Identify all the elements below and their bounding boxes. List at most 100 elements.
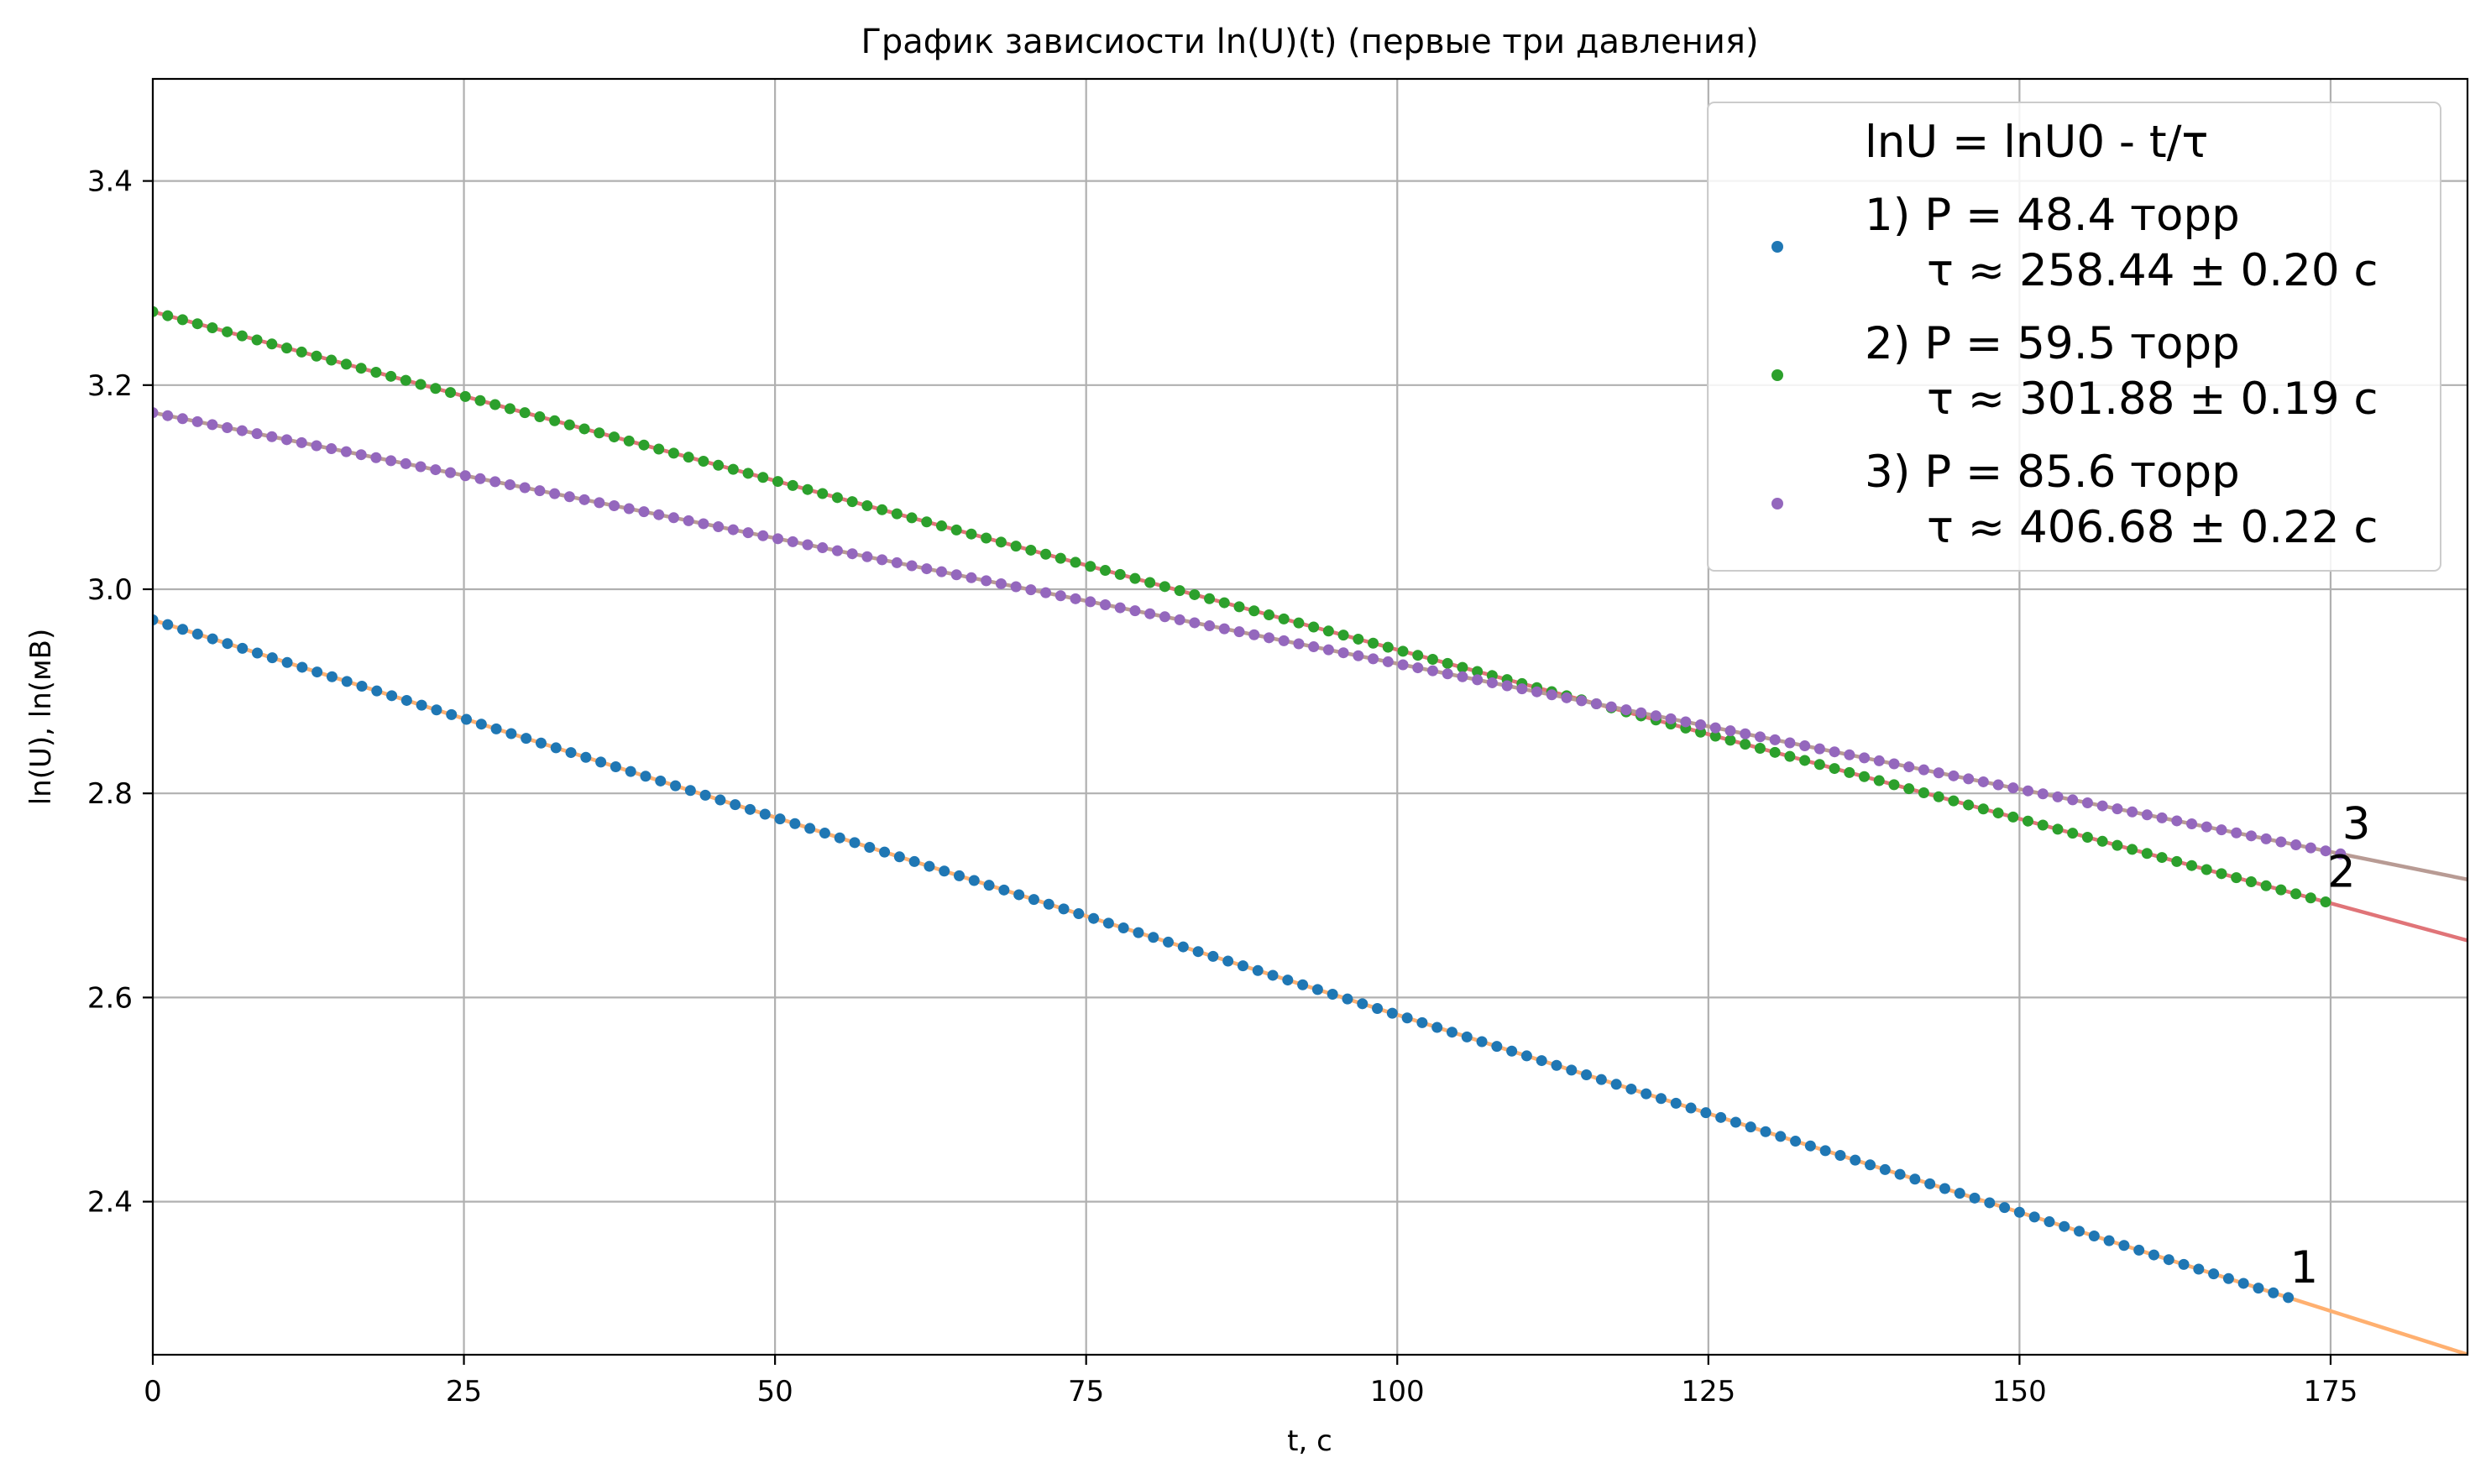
data-point-series-3 — [772, 533, 784, 545]
data-point-series-2 — [1397, 645, 1409, 657]
data-point-series-1 — [1655, 1093, 1667, 1105]
data-point-series-2 — [563, 419, 575, 431]
data-point-series-2 — [609, 431, 620, 443]
data-point-series-3 — [1531, 686, 1543, 698]
data-point-series-1 — [789, 818, 801, 829]
data-point-series-1 — [774, 813, 786, 825]
legend-marker-series-3 — [1771, 498, 1783, 509]
data-point-series-3 — [995, 577, 1007, 589]
data-point-series-1 — [1730, 1116, 1741, 1128]
data-point-series-1 — [1850, 1154, 1861, 1166]
data-point-series-3 — [1873, 755, 1885, 766]
data-point-series-3 — [2112, 803, 2123, 815]
data-point-series-3 — [1546, 689, 1557, 701]
data-point-series-2 — [1040, 548, 1052, 560]
x-tick-label: 0 — [144, 1375, 162, 1408]
data-point-series-1 — [744, 803, 756, 815]
data-point-series-2 — [1888, 779, 1900, 791]
data-point-series-3 — [891, 556, 903, 568]
y-tick-label: 3.2 — [87, 369, 133, 403]
data-point-series-2 — [2007, 811, 2019, 823]
data-point-series-2 — [445, 387, 457, 399]
data-point-series-3 — [2156, 812, 2168, 823]
data-point-series-2 — [802, 483, 814, 495]
data-point-series-3 — [1829, 746, 1840, 758]
legend-series-3-line2: τ ≈ 406.68 ± 0.22 c — [1927, 502, 2378, 553]
data-point-series-1 — [595, 756, 607, 768]
data-point-series-2 — [2096, 835, 2108, 847]
data-point-series-1 — [998, 884, 1010, 896]
data-point-series-2 — [757, 472, 769, 483]
data-point-series-2 — [638, 439, 650, 451]
data-point-series-3 — [1382, 656, 1394, 667]
data-point-series-2 — [981, 532, 992, 544]
data-point-series-1 — [490, 723, 502, 734]
data-point-series-1 — [1386, 1007, 1398, 1019]
data-point-series-2 — [176, 314, 188, 326]
data-point-series-1 — [1775, 1131, 1787, 1142]
x-tick-label: 50 — [756, 1375, 793, 1408]
data-point-series-2 — [667, 447, 679, 459]
data-point-series-2 — [2320, 896, 2331, 908]
data-point-series-2 — [281, 342, 293, 354]
data-point-series-2 — [1963, 799, 1975, 811]
data-point-series-2 — [519, 407, 531, 419]
data-point-series-3 — [1189, 617, 1201, 629]
data-point-series-3 — [489, 476, 501, 488]
legend-series-2-line2: τ ≈ 301.88 ± 0.19 c — [1927, 374, 2378, 425]
data-point-series-1 — [1939, 1183, 1950, 1194]
data-point-series-1 — [1865, 1159, 1876, 1171]
data-point-series-1 — [2268, 1287, 2279, 1298]
data-point-series-1 — [1237, 960, 1248, 972]
data-point-series-2 — [251, 334, 263, 346]
data-point-series-3 — [1293, 638, 1305, 650]
data-point-series-3 — [921, 563, 933, 575]
data-point-series-3 — [2305, 842, 2316, 854]
data-point-series-3 — [1085, 596, 1096, 608]
y-tick-label: 2.8 — [87, 777, 133, 811]
data-point-series-1 — [1834, 1149, 1846, 1161]
data-point-series-1 — [1073, 908, 1085, 920]
data-point-series-3 — [340, 446, 352, 457]
data-point-series-2 — [355, 363, 367, 374]
data-point-series-2 — [1353, 633, 1364, 645]
data-point-series-1 — [714, 794, 726, 806]
data-point-series-3 — [1650, 710, 1662, 722]
data-point-series-3 — [1740, 728, 1751, 739]
data-point-series-1 — [2044, 1216, 2055, 1228]
data-point-series-3 — [2335, 848, 2347, 860]
data-point-series-1 — [730, 799, 741, 811]
data-point-series-1 — [2074, 1225, 2085, 1237]
data-point-series-2 — [459, 390, 471, 402]
data-point-series-1 — [1581, 1069, 1593, 1081]
data-point-series-1 — [1446, 1027, 1457, 1038]
data-point-series-3 — [831, 545, 843, 556]
data-point-series-2 — [772, 476, 783, 488]
data-point-series-2 — [296, 346, 307, 358]
data-point-series-1 — [2088, 1230, 2100, 1241]
data-point-series-1 — [1461, 1031, 1473, 1042]
data-point-series-1 — [1342, 993, 1353, 1005]
data-point-series-2 — [1754, 743, 1766, 755]
data-point-series-2 — [236, 330, 248, 342]
data-point-series-3 — [2201, 821, 2212, 833]
data-point-series-3 — [1605, 701, 1617, 713]
data-point-series-1 — [1894, 1168, 1906, 1180]
data-point-series-3 — [207, 419, 218, 431]
data-point-series-2 — [1070, 556, 1081, 568]
data-point-series-1 — [281, 656, 293, 668]
data-point-series-2 — [2112, 839, 2123, 851]
data-point-series-3 — [281, 434, 293, 446]
data-point-series-3 — [1368, 653, 1379, 665]
data-point-series-1 — [356, 681, 368, 692]
data-point-series-3 — [2037, 788, 2049, 800]
data-point-series-1 — [1401, 1012, 1413, 1024]
legend-series-3-line1: 3) P = 85.6 торр — [1865, 447, 2240, 498]
data-point-series-2 — [207, 322, 218, 334]
data-point-series-1 — [1790, 1136, 1802, 1147]
data-point-series-2 — [2081, 831, 2093, 843]
data-point-series-2 — [1322, 625, 1334, 637]
data-point-series-2 — [1174, 585, 1185, 597]
data-point-series-1 — [565, 747, 577, 759]
data-point-series-1 — [640, 771, 652, 782]
